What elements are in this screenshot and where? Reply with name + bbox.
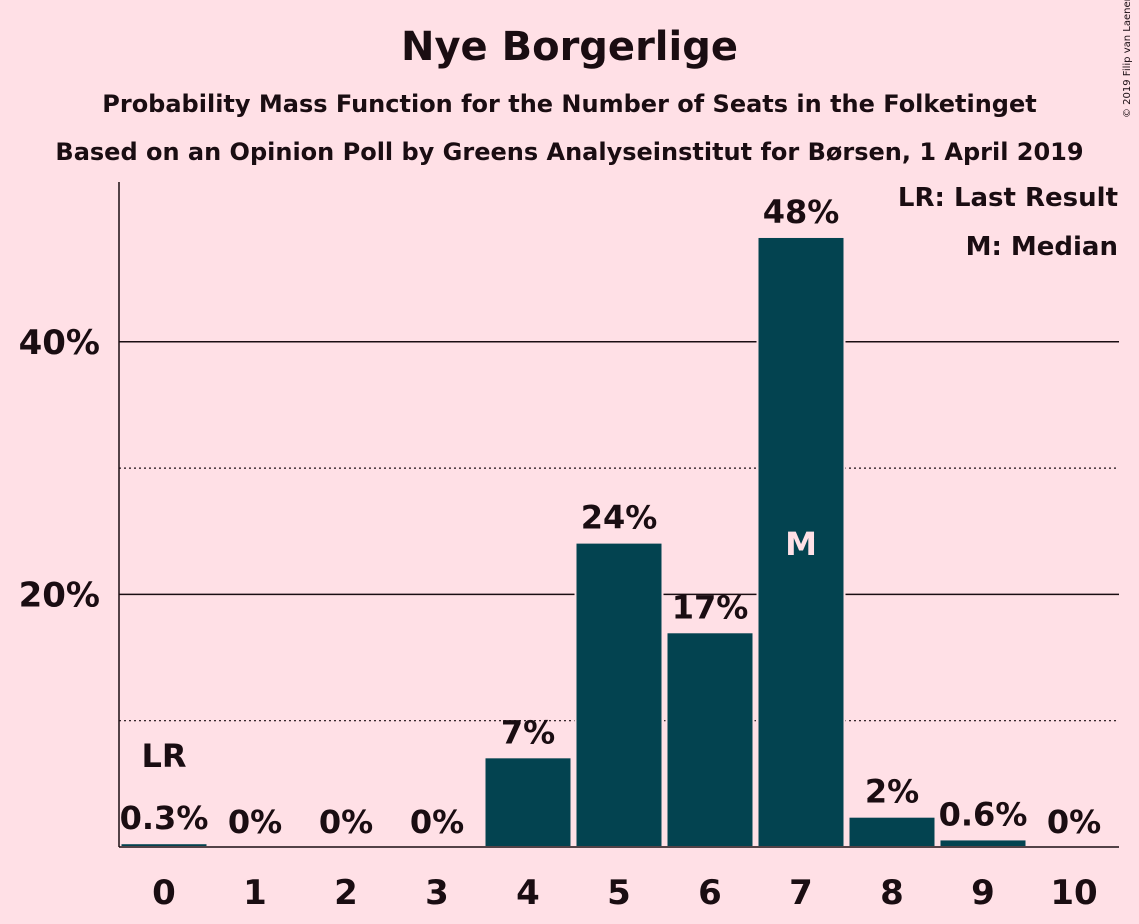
median-marker: M: [785, 525, 817, 563]
data-label: 7%: [501, 713, 555, 751]
bar: [847, 815, 937, 848]
bar: [483, 756, 573, 849]
bar: [756, 235, 846, 848]
x-tick-label: 9: [971, 873, 995, 913]
data-label: 0%: [228, 803, 282, 841]
x-tick-label: 2: [334, 873, 358, 913]
data-label: 24%: [581, 499, 658, 537]
data-label: 0%: [410, 803, 464, 841]
data-label: 48%: [763, 193, 840, 231]
data-label: 2%: [865, 773, 919, 811]
data-label: 0.6%: [939, 795, 1028, 833]
data-label: 17%: [672, 588, 749, 626]
chart-subtitle: Probability Mass Function for the Number…: [102, 90, 1037, 118]
x-tick-label: 5: [607, 873, 631, 913]
chart-subtitle-source: Based on an Opinion Poll by Greens Analy…: [55, 138, 1084, 166]
x-tick-label: 8: [880, 873, 904, 913]
x-tick-label: 3: [425, 873, 449, 913]
last-result-marker: LR: [141, 737, 186, 775]
data-label: 0%: [319, 803, 373, 841]
x-tick-label: 1: [243, 873, 267, 913]
legend-median: M: Median: [965, 232, 1118, 262]
legend-last-result: LR: Last Result: [897, 183, 1118, 213]
x-tick-label: 6: [698, 873, 722, 913]
bar: [665, 631, 755, 848]
data-label: 0.3%: [120, 799, 209, 837]
x-tick-label: 7: [789, 873, 813, 913]
bar: [938, 838, 1028, 848]
x-tick-label: 0: [152, 873, 176, 913]
x-tick-label: 10: [1050, 873, 1097, 913]
y-tick-label: 40%: [19, 323, 100, 363]
chart-title: Nye Borgerlige: [401, 24, 738, 70]
x-tick-label: 4: [516, 873, 540, 913]
bar: [574, 541, 664, 848]
data-label: 0%: [1047, 803, 1101, 841]
y-tick-label: 20%: [19, 575, 100, 615]
